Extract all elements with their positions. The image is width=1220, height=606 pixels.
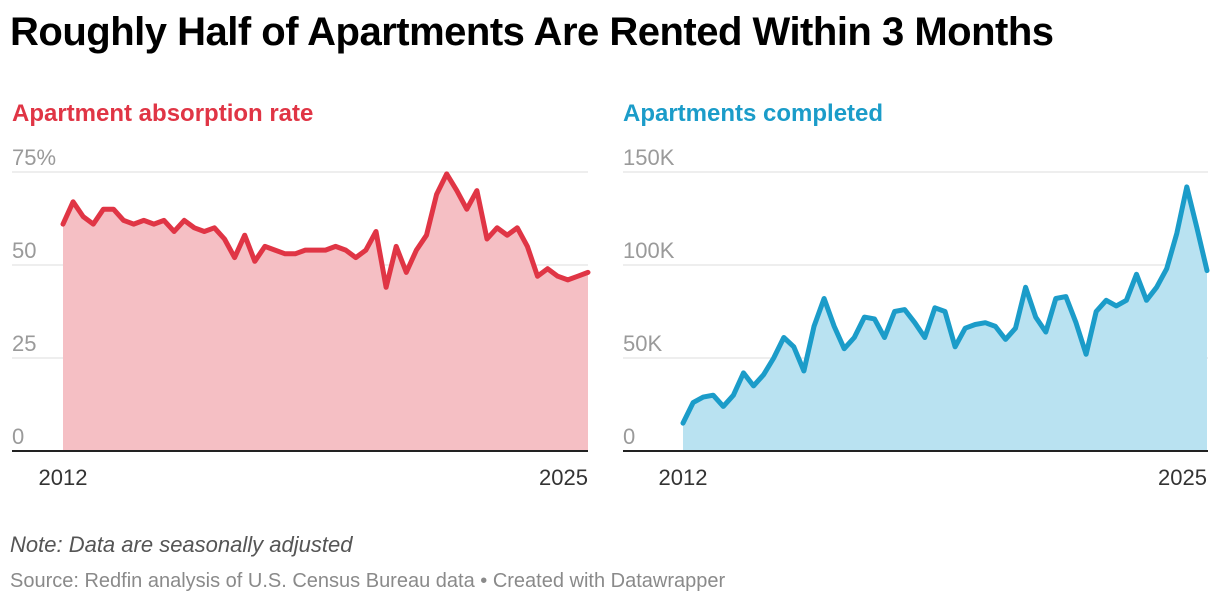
- chart-note: Note: Data are seasonally adjusted: [10, 532, 353, 557]
- absorption-x-tick-label: 2025: [539, 465, 588, 490]
- completed-series-line: [680, 184, 1210, 426]
- completed-x-tick-label: 2012: [659, 465, 708, 490]
- absorption-y-tick-label: 0: [12, 424, 24, 449]
- absorption-y-tick-label: 75%: [12, 145, 56, 170]
- completed-y-tick-label: 0: [623, 424, 635, 449]
- absorption-y-tick-label: 50: [12, 238, 36, 263]
- completed-x-tick-label: 2025: [1158, 465, 1207, 490]
- completed-y-tick-label: 150K: [623, 145, 675, 170]
- absorption-y-tick-label: 25: [12, 331, 36, 356]
- absorption-x-tick-label: 2012: [39, 465, 88, 490]
- completed-y-tick-label: 100K: [623, 238, 675, 263]
- absorption-series-line: [60, 171, 591, 290]
- absorption-rate-chart-title: Apartment absorption rate: [12, 100, 314, 127]
- absorption-area: [63, 173, 588, 451]
- apartments-completed-chart-title: Apartments completed: [623, 100, 884, 127]
- chart-title: Roughly Half of Apartments Are Rented Wi…: [10, 10, 1054, 54]
- completed-y-tick-label: 50K: [623, 331, 662, 356]
- chart-source: Source: Redfin analysis of U.S. Census B…: [10, 570, 726, 592]
